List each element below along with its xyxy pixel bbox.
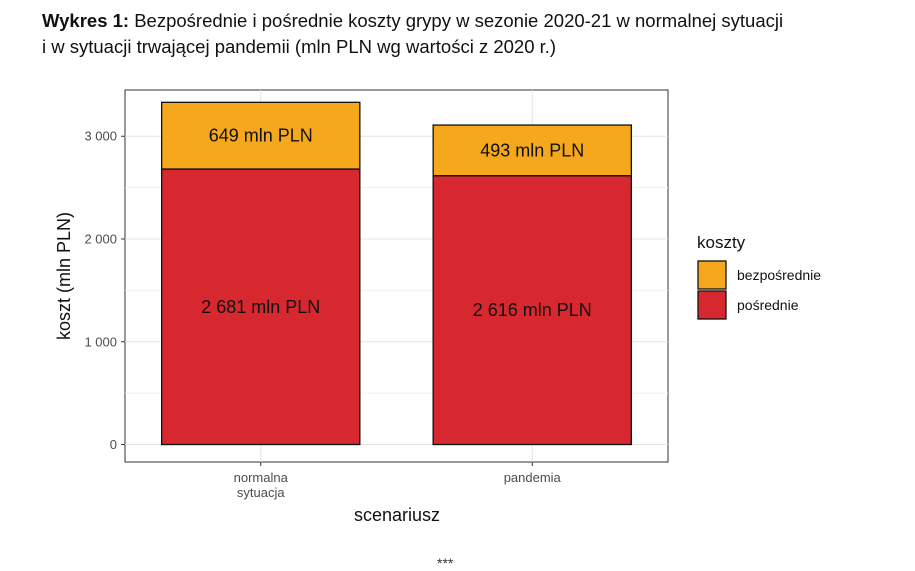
legend-label: pośrednie <box>737 297 799 313</box>
bar-segment-posrednie <box>432 175 632 446</box>
x-tick-label: sytuacja <box>237 485 285 500</box>
bar-segment-bezposrednie <box>432 124 632 177</box>
caption-line-2: i w sytuacji trwającej pandemii (mln PLN… <box>42 36 557 57</box>
figure-caption: Wykres 1: Bezpośrednie i pośrednie koszt… <box>42 8 902 60</box>
bars: 2 681 mln PLN 649 mln PLN 2 616 mln PLN 493… <box>161 101 632 446</box>
legend-label: bezpośrednie <box>737 267 821 283</box>
legend: koszty bezpośrednie pośrednie <box>697 233 821 320</box>
legend-title: koszty <box>697 233 746 252</box>
data-label: 2 681 mln PLN <box>201 297 320 317</box>
bar-segment-posrednie <box>161 168 361 446</box>
x-tick-label: normalna <box>234 470 289 485</box>
data-label: 649 mln PLN <box>209 126 313 146</box>
footer-separator: *** <box>437 555 454 571</box>
y-tick-label: 0 <box>110 437 117 452</box>
y-tick-label: 1 000 <box>84 334 117 349</box>
x-tick-label: pandemia <box>504 470 562 485</box>
data-label: 493 mln PLN <box>480 140 584 160</box>
y-tick-label: 3 000 <box>84 129 117 144</box>
y-axis-title: koszt (mln PLN) <box>54 212 74 340</box>
caption-lead: Wykres 1: <box>42 10 130 31</box>
legend-swatch <box>697 260 727 290</box>
data-label: 2 616 mln PLN <box>473 300 592 320</box>
y-tick-label: 2 000 <box>84 232 117 247</box>
legend-swatch <box>697 290 727 320</box>
y-axis: 0 1 000 2 000 3 000 <box>84 129 125 452</box>
caption-line-1: Bezpośrednie i pośrednie koszty grypy w … <box>134 10 784 31</box>
x-axis-title: scenariusz <box>354 505 440 525</box>
bar-segment-bezposrednie <box>161 101 361 170</box>
